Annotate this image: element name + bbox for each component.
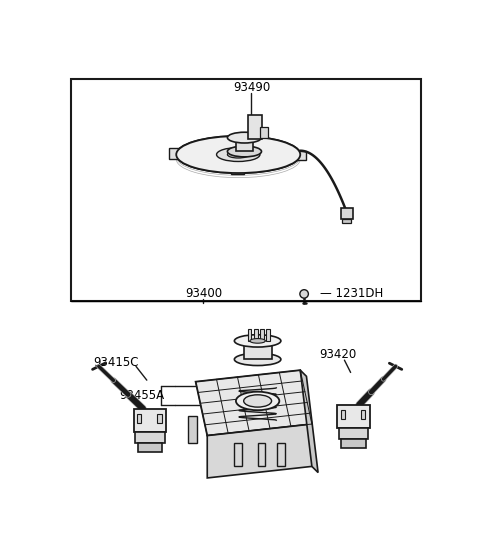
Ellipse shape [234,335,281,347]
Bar [258,443,265,466]
Bar [236,138,253,151]
Ellipse shape [250,339,265,343]
Text: — 1231DH: — 1231DH [320,288,383,300]
Bar [340,410,345,420]
Text: 93400: 93400 [185,288,222,300]
Bar [137,443,162,452]
Ellipse shape [176,136,300,173]
Text: 93490: 93490 [233,81,270,94]
Bar [294,151,306,160]
Bar [234,443,242,466]
Bar [248,328,252,341]
Bar [133,409,166,432]
Ellipse shape [234,353,281,366]
Text: 93420: 93420 [319,348,356,361]
Bar [360,410,365,420]
Text: 93455A: 93455A [119,389,164,402]
Circle shape [300,290,308,298]
Bar [230,166,244,174]
Bar [277,443,285,466]
Polygon shape [300,370,318,472]
Bar [137,414,142,424]
Ellipse shape [228,132,262,143]
Bar [260,328,264,341]
Bar [188,416,197,443]
Bar [340,208,353,219]
Bar [244,341,272,359]
Bar [254,328,258,341]
Bar [168,148,182,159]
Bar [341,439,366,448]
Bar [248,114,262,139]
Polygon shape [196,370,312,436]
Bar [71,79,421,301]
Bar [260,127,268,138]
Bar [342,219,351,223]
Polygon shape [207,424,312,478]
Ellipse shape [176,136,300,173]
Ellipse shape [228,151,249,158]
Bar [207,164,218,170]
Bar [266,328,270,341]
Ellipse shape [216,147,260,162]
Ellipse shape [228,146,262,157]
Bar [337,405,370,428]
Bar [157,414,162,424]
Ellipse shape [236,392,279,410]
Text: 93415C: 93415C [93,356,139,369]
Ellipse shape [244,395,272,407]
Bar [339,428,369,439]
Bar [135,432,165,443]
